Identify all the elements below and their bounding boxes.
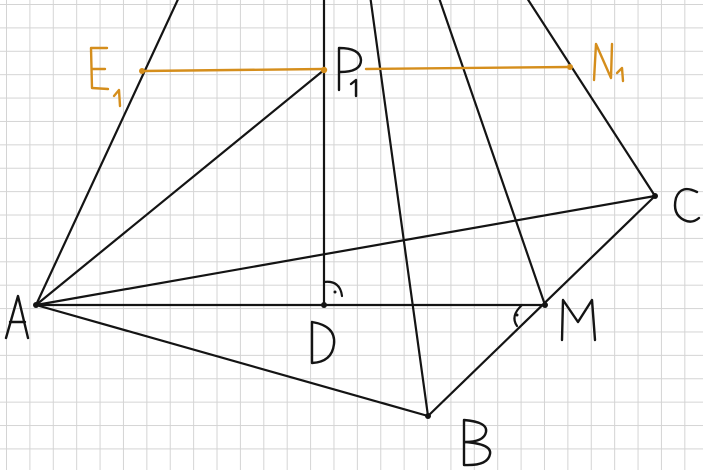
right-angle-dot-d: [333, 290, 337, 294]
edge-apex-b: [369, 0, 430, 418]
label-a: [4, 294, 30, 340]
point-m-dot: [542, 302, 548, 308]
point-b-dot: [425, 413, 431, 419]
label-b: [462, 418, 492, 467]
point-e1-dot: [139, 68, 145, 74]
point-d-dot: [321, 302, 327, 308]
label-d: [310, 320, 336, 365]
edge-apex-a: [34, 0, 179, 307]
label-n1: [592, 42, 625, 83]
edge-apex-c: [526, 0, 657, 198]
label-m: [560, 298, 597, 342]
base-edge-ab: [34, 303, 430, 418]
segment-apex-m: [438, 0, 547, 307]
point-a-dot: [33, 302, 39, 308]
right-angle-dot-m: [515, 313, 519, 317]
label-p1: [337, 46, 363, 98]
right-angle-mark-d: [322, 280, 344, 298]
base-edge-ac: [34, 194, 657, 307]
label-c: [673, 187, 701, 223]
point-n1-dot: [567, 64, 573, 70]
label-e1: [89, 46, 122, 108]
base-edge-bc: [426, 194, 657, 418]
point-p1-dot: [320, 66, 328, 74]
section-line-e1-p1: [140, 67, 326, 73]
right-angle-mark-m: [513, 303, 524, 328]
point-c-dot: [652, 193, 658, 199]
edge-a-p1: [34, 68, 326, 307]
section-line-p1-n1: [364, 65, 572, 71]
